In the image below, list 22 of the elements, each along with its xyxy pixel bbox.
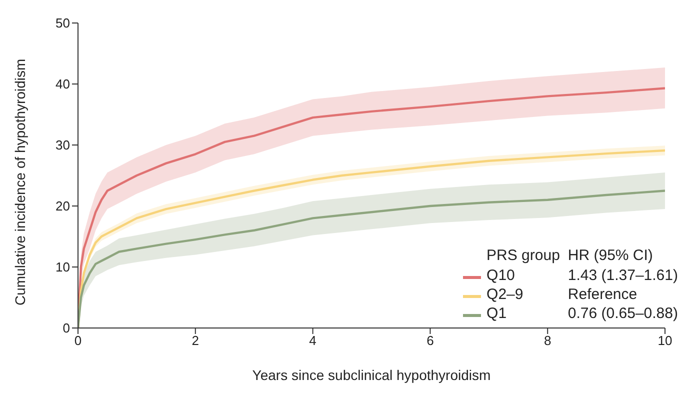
x-tick-label: 10 xyxy=(658,333,672,348)
y-tick-label: 10 xyxy=(56,260,70,275)
legend-label: Q1 xyxy=(486,304,508,323)
x-tick-label: 6 xyxy=(426,333,434,348)
legend-label: Q2–9 xyxy=(486,285,524,304)
y-tick-label: 0 xyxy=(62,320,70,336)
legend-label: Q10 xyxy=(486,266,516,285)
y-tick-label: 20 xyxy=(56,198,70,214)
annotation: Reference xyxy=(568,285,638,304)
x-tick-label: 4 xyxy=(309,333,316,348)
x-tick-label: 8 xyxy=(544,333,552,348)
x-tick-label: 2 xyxy=(192,333,200,348)
y-tick-label: 50 xyxy=(56,16,70,31)
y-tick-label: 40 xyxy=(56,76,70,92)
y-tick-label: 30 xyxy=(56,138,70,153)
x-tick-label: 0 xyxy=(74,333,82,348)
legend-title: PRS group xyxy=(486,247,561,266)
x-axis-title: Years since subclinical hypothyroidism xyxy=(252,367,491,383)
annotation: 0.76 (0.65–0.88) xyxy=(568,304,678,323)
annotation: HR (95% CI) xyxy=(568,247,654,266)
y-axis-title: Cumulative incidence of hypothyroidism xyxy=(12,58,28,306)
annotation: 1.43 (1.37–1.61) xyxy=(568,266,678,285)
